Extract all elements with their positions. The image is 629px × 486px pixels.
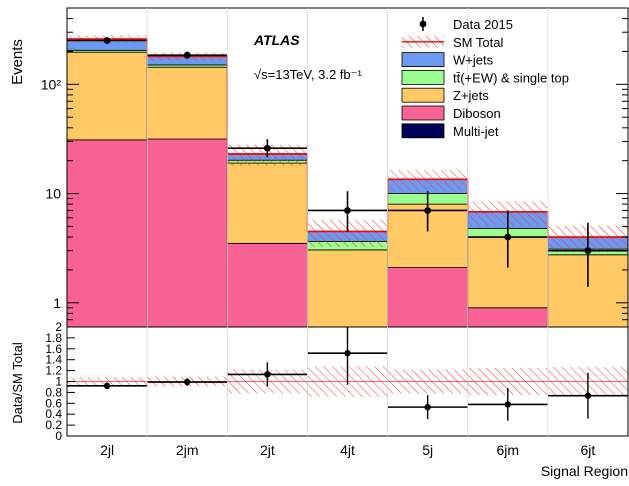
bar-z-jets-4jt [307, 249, 388, 328]
x-axis-label: Signal Region [541, 463, 628, 479]
legend-swatch-multi-jet [401, 123, 445, 139]
legend-swatch-z-jets [401, 87, 445, 103]
ratio-y-tick-label: 1 [55, 375, 62, 389]
bar-z-jets-2jm [146, 66, 228, 140]
ratio-y-tick-label: 0.2 [45, 418, 62, 432]
x-tick-label-6jt: 6jt [581, 442, 596, 458]
energy-luminosity-label: √s=13TeV, 3.2 fb⁻¹ [254, 67, 363, 82]
ratio-y-tick-label: 0 [55, 429, 62, 443]
data-point-4jt [344, 207, 351, 214]
data-point-2jl [103, 37, 111, 44]
data-point-2jm [183, 51, 191, 59]
x-tick-label-4jt: 4jt [340, 442, 355, 458]
bar-diboson-2jm [146, 138, 228, 328]
y-axis-label: Events [9, 39, 26, 85]
ratio-point-2jt [264, 371, 271, 378]
bar-diboson-6jm [467, 307, 549, 328]
ratio-y-tick-label: 0.8 [45, 385, 62, 399]
experiment-label: ATLAS [253, 32, 300, 48]
ratio-y-tick-label: 1.8 [45, 331, 62, 345]
stacked-histogram [66, 38, 629, 328]
legend-label-diboson: Diboson [453, 106, 501, 121]
legend-swatch-w-jets [401, 52, 445, 67]
ratio-point-2jl [103, 382, 111, 390]
legend-marker-data-point [419, 20, 427, 28]
ratio-y-tick-label: 0.4 [45, 407, 62, 421]
y-tick-label: 10 [45, 186, 61, 202]
ratio-y-tick-label: 1.2 [45, 364, 62, 378]
legend-label-multi-jet: Multi-jet [453, 124, 499, 139]
tick-labels: 2jl 2jm 2jt 4jt 5j 6jm 6jt11010²00.20.40.60.81… [41, 76, 596, 458]
legend-label-tt-ew-single-top: tt̄(+EW) & single top [453, 70, 569, 85]
x-tick-label-2jt: 2jt [260, 442, 275, 458]
axis-ticks [67, 7, 628, 437]
bar-z-jets-2jl [66, 51, 148, 141]
sm-band-5j [387, 169, 468, 192]
legend-label-z-jets: Z+jets [453, 88, 489, 103]
data-point-6jm [504, 233, 512, 241]
legend-label-w-jets: W+jets [453, 53, 494, 68]
data-points [67, 37, 628, 287]
bar-z-jets-2jt [226, 162, 308, 244]
bar-diboson-2jl [66, 139, 148, 328]
ratio-y-tick-label: 1.4 [45, 353, 62, 367]
y-tick-label: 1 [53, 295, 61, 311]
ratio-point-2jm [184, 378, 191, 386]
ratio-y-tick-label: 2 [55, 320, 62, 334]
legend-swatch-tt-ew-single-top [401, 70, 445, 85]
ratio-point-6jt [584, 392, 592, 399]
ratio-y-tick-label: 0.6 [45, 396, 62, 410]
ratio-panel-content [67, 327, 628, 421]
legend: Data 2015 SM Total W+jets tt̄(+EW) & single… [401, 17, 569, 139]
data-point-6jt [584, 247, 592, 255]
ratio-point-5j [424, 403, 431, 411]
ratio-y-axis-label: Data/SM Total [10, 342, 25, 424]
data-point-2jt [263, 144, 271, 152]
x-tick-label-5j: 5j [422, 442, 433, 458]
legend-label-data-2015: Data 2015 [453, 17, 513, 32]
y-tick-label: 10² [41, 76, 62, 92]
legend-swatch-diboson [401, 105, 445, 121]
x-tick-label-6jm: 6jm [497, 442, 520, 458]
x-tick-label-2jl: 2jl [100, 442, 114, 458]
data-point-5j [424, 207, 432, 214]
bar-diboson-5j [387, 267, 469, 328]
x-tick-label-2jm: 2jm [176, 442, 199, 458]
ratio-point-4jt [344, 349, 351, 357]
legend-label-sm-total: SM Total [453, 35, 503, 50]
ratio-point-6jm [504, 401, 511, 408]
ratio-y-tick-label: 1.6 [45, 342, 62, 356]
bar-diboson-2jt [226, 242, 308, 328]
